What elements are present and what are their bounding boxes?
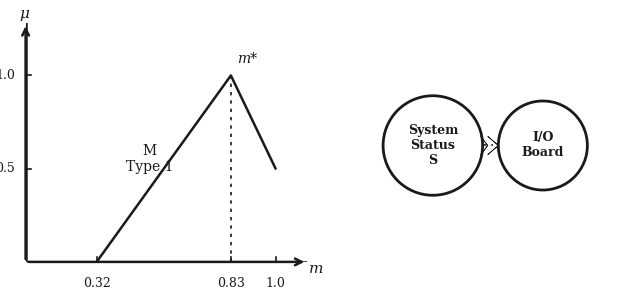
Polygon shape (488, 136, 499, 155)
Text: 0.32: 0.32 (83, 277, 111, 290)
Text: 1.0: 1.0 (0, 69, 15, 82)
Text: System
Status
S: System Status S (408, 124, 458, 167)
Text: I/O
Board: I/O Board (522, 132, 564, 159)
Text: 0.83: 0.83 (217, 277, 245, 290)
Text: m*: m* (237, 52, 257, 66)
Text: m: m (308, 262, 323, 276)
Polygon shape (481, 136, 488, 155)
Text: 0.5: 0.5 (0, 162, 15, 175)
Text: μ: μ (19, 7, 29, 22)
Text: 1.0: 1.0 (266, 277, 285, 290)
Text: M
Type 1: M Type 1 (125, 144, 173, 175)
